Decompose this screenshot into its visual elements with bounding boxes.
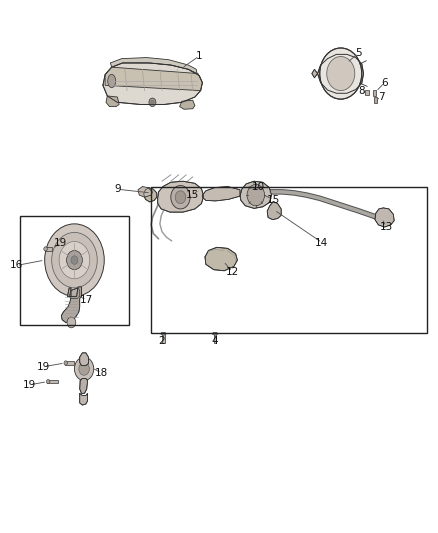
Text: 19: 19 — [23, 380, 36, 390]
Polygon shape — [240, 181, 272, 208]
Text: 5: 5 — [355, 49, 362, 58]
Circle shape — [44, 247, 47, 251]
Circle shape — [59, 241, 90, 279]
Text: 13: 13 — [380, 222, 393, 231]
Polygon shape — [202, 187, 240, 201]
Circle shape — [46, 379, 50, 384]
Text: 14: 14 — [315, 238, 328, 247]
Text: 15: 15 — [186, 190, 199, 199]
Polygon shape — [80, 393, 88, 405]
Text: 19: 19 — [37, 362, 50, 372]
Polygon shape — [205, 247, 237, 271]
Circle shape — [45, 224, 104, 296]
Polygon shape — [365, 90, 369, 95]
Polygon shape — [144, 188, 157, 202]
Polygon shape — [267, 201, 281, 220]
Polygon shape — [103, 63, 202, 104]
Bar — [20, 216, 129, 325]
Polygon shape — [214, 334, 216, 343]
Polygon shape — [318, 54, 364, 93]
Circle shape — [52, 232, 97, 288]
Circle shape — [67, 317, 76, 328]
Polygon shape — [105, 67, 202, 91]
Circle shape — [171, 185, 190, 209]
Circle shape — [175, 191, 186, 204]
Polygon shape — [80, 378, 88, 393]
Polygon shape — [65, 361, 74, 365]
Text: 19: 19 — [54, 238, 67, 247]
Polygon shape — [110, 58, 197, 74]
Circle shape — [247, 184, 265, 206]
Text: 4: 4 — [211, 336, 218, 346]
Text: 10: 10 — [252, 182, 265, 191]
Polygon shape — [61, 287, 81, 322]
Circle shape — [151, 100, 154, 104]
Polygon shape — [158, 181, 204, 212]
Bar — [151, 187, 427, 333]
Polygon shape — [162, 334, 165, 343]
Ellipse shape — [108, 74, 116, 88]
Polygon shape — [69, 288, 80, 298]
Polygon shape — [375, 208, 394, 227]
Polygon shape — [180, 100, 195, 109]
Polygon shape — [80, 353, 88, 366]
Text: 7: 7 — [378, 92, 385, 102]
Circle shape — [149, 98, 156, 107]
Text: 6: 6 — [381, 78, 388, 87]
Circle shape — [320, 48, 362, 99]
Circle shape — [67, 251, 82, 270]
Polygon shape — [45, 247, 52, 251]
Polygon shape — [138, 187, 152, 197]
Circle shape — [71, 256, 78, 264]
Polygon shape — [47, 380, 58, 383]
Text: 1: 1 — [196, 51, 203, 61]
Polygon shape — [374, 97, 377, 103]
Circle shape — [327, 56, 355, 91]
Text: 8: 8 — [358, 86, 365, 95]
Circle shape — [64, 361, 67, 365]
Circle shape — [79, 362, 89, 375]
Polygon shape — [312, 69, 318, 78]
Text: 12: 12 — [226, 267, 239, 277]
Polygon shape — [373, 90, 376, 96]
Text: 2: 2 — [159, 336, 166, 346]
Circle shape — [74, 357, 94, 381]
Text: 17: 17 — [80, 295, 93, 304]
Text: 15: 15 — [267, 195, 280, 205]
Text: 18: 18 — [95, 368, 108, 378]
Polygon shape — [106, 96, 119, 107]
Text: 16: 16 — [10, 261, 23, 270]
Text: 9: 9 — [114, 184, 121, 194]
Ellipse shape — [212, 333, 218, 335]
Ellipse shape — [161, 333, 166, 335]
